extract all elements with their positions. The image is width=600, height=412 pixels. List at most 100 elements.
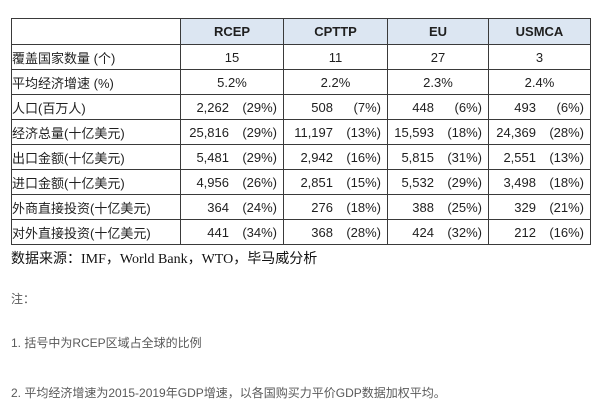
cell-value: 11,197 [294,124,333,140]
data-cell: 11,197 (13%) [283,119,388,145]
data-cell: 424 (32%) [387,219,489,245]
row-label: 覆盖国家数量 (个) [11,44,181,70]
table-row: 外商直接投资(十亿美元) 364 (24%) 276 (18%) 388 (25%) 329 (… [11,194,591,220]
note-item-2: 2. 平均经济增速为2015-2019年GDP增速，以各国购买力平价GDP数据加… [11,386,446,400]
cell-global-share: (13%) [346,124,381,140]
data-cell: 2.3% [387,69,489,95]
cell-global-share: (25%) [447,199,482,215]
data-cell: 15,593 (18%) [387,119,489,145]
cell-value: 2,942 [300,149,333,165]
data-cell: 4,956 (26%) [180,169,284,195]
cell-global-share: (16%) [549,224,584,240]
data-cell: 508 (7%) [283,94,388,120]
data-cell: 5.2% [180,69,284,95]
cell-value: 2,262 [196,99,229,115]
table-row: 人口(百万人) 2,262 (29%) 508 (7%) 448 (6%) 493 (6%) [11,94,591,120]
data-cell: 25,816 (29%) [180,119,284,145]
row-label: 进口金额(十亿美元) [11,169,181,195]
cell-global-share: (15%) [346,174,381,190]
row-label: 平均经济增速 (%) [11,69,181,95]
cell-global-share: (28%) [549,124,584,140]
data-cell: 27 [387,44,489,70]
cell-value: 276 [311,199,333,215]
data-cell: 2.4% [488,69,591,95]
data-cell: 2,851 (15%) [283,169,388,195]
data-cell: 276 (18%) [283,194,388,220]
data-cell: 441 (34%) [180,219,284,245]
cell-value: 2,851 [300,174,333,190]
cell-value: 5,532 [401,174,434,190]
cell-value: 448 [412,99,434,115]
data-cell: 5,815 (31%) [387,144,489,170]
data-cell: 493 (6%) [488,94,591,120]
cell-value: 4,956 [196,174,229,190]
cell-global-share: (13%) [549,149,584,165]
cell-value: 388 [412,199,434,215]
data-cell: 2.2% [283,69,388,95]
cell-value: 25,816 [189,124,229,140]
cell-global-share: (6%) [454,99,482,115]
data-cell: 368 (28%) [283,219,388,245]
data-cell: 2,942 (16%) [283,144,388,170]
table-row: 进口金额(十亿美元) 4,956 (26%) 2,851 (15%) 5,532 (29%)… [11,169,591,195]
row-label: 经济总量(十亿美元) [11,119,181,145]
data-cell: 448 (6%) [387,94,489,120]
table-row: 对外直接投资(十亿美元) 441 (34%) 368 (28%) 424 (32%) 212 (… [11,219,591,245]
cell-value: 441 [207,224,229,240]
cell-value: 329 [514,199,536,215]
cell-global-share: (29%) [242,99,277,115]
cell-value: 424 [412,224,434,240]
cell-global-share: (18%) [549,174,584,190]
header-row: RCEP CPTTP EU USMCA [11,18,591,45]
cell-global-share: (18%) [346,199,381,215]
cell-value: 368 [311,224,333,240]
column-header: USMCA [488,18,591,45]
data-cell: 11 [283,44,388,70]
cell-value: 24,369 [496,124,536,140]
cell-value: 364 [207,199,229,215]
data-cell: 388 (25%) [387,194,489,220]
table-body: 覆盖国家数量 (个) 15 11 27 3 平均经济增速 (%) 5.2% 2.2% 2.3% 2… [11,44,591,245]
column-header: EU [387,18,489,45]
column-header: CPTTP [283,18,388,45]
corner-cell [11,18,181,45]
cell-value: 5,815 [401,149,434,165]
column-header: RCEP [180,18,284,45]
cell-global-share: (7%) [353,99,381,115]
cell-value: 15,593 [394,124,434,140]
data-cell: 364 (24%) [180,194,284,220]
cell-global-share: (24%) [242,199,277,215]
cell-value: 493 [514,99,536,115]
table-row: 经济总量(十亿美元) 25,816 (29%) 11,197 (13%) 15,593 (1… [11,119,591,145]
cell-global-share: (21%) [549,199,584,215]
row-label: 外商直接投资(十亿美元) [11,194,181,220]
data-cell: 329 (21%) [488,194,591,220]
notes-label: 注： [11,292,36,306]
cell-global-share: (16%) [346,149,381,165]
data-cell: 24,369 (28%) [488,119,591,145]
cell-value: 212 [514,224,536,240]
data-cell: 5,481 (29%) [180,144,284,170]
data-source-line: 数据来源：IMF，World Bank，WTO，毕马威分析 [11,252,318,267]
trade-bloc-comparison-table: RCEP CPTTP EU USMCA 覆盖国家数量 (个) 15 11 27 3 平均经济增速… [11,18,591,245]
cell-global-share: (26%) [242,174,277,190]
cell-global-share: (31%) [447,149,482,165]
cell-global-share: (29%) [447,174,482,190]
data-cell: 2,262 (29%) [180,94,284,120]
row-label: 出口金额(十亿美元) [11,144,181,170]
data-cell: 15 [180,44,284,70]
row-label: 对外直接投资(十亿美元) [11,219,181,245]
table-header: RCEP CPTTP EU USMCA [11,18,591,45]
cell-global-share: (28%) [346,224,381,240]
cell-global-share: (29%) [242,124,277,140]
table-row: 覆盖国家数量 (个) 15 11 27 3 [11,44,591,70]
cell-global-share: (6%) [556,99,584,115]
cell-global-share: (32%) [447,224,482,240]
data-cell: 5,532 (29%) [387,169,489,195]
cell-value: 2,551 [503,149,536,165]
note-item-1: 1. 括号中为RCEP区域占全球的比例 [11,336,202,350]
data-cell: 3,498 (18%) [488,169,591,195]
table-row: 平均经济增速 (%) 5.2% 2.2% 2.3% 2.4% [11,69,591,95]
cell-value: 3,498 [503,174,536,190]
